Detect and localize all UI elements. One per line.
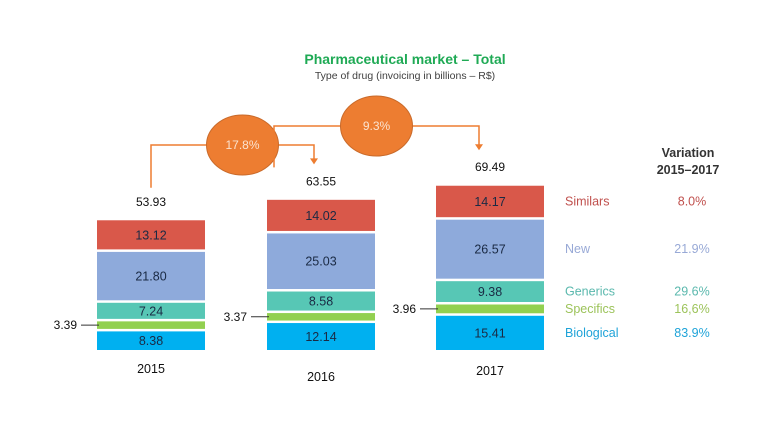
variation-value: 16,6% — [674, 302, 709, 316]
data-label: 3.37 — [224, 310, 248, 324]
arrow-head — [310, 158, 318, 165]
variation-value: 83.9% — [674, 326, 709, 340]
bar-segment-similars — [267, 199, 375, 231]
variation-value: 29.6% — [674, 285, 709, 299]
growth-label: 17.8% — [225, 138, 259, 152]
category-label: 2016 — [307, 370, 335, 384]
data-label: 3.96 — [393, 302, 417, 316]
total-label: 53.93 — [136, 195, 166, 209]
category-label: 2017 — [476, 364, 504, 378]
data-label: 3.39 — [54, 318, 78, 332]
bar-segment-biological — [267, 323, 375, 350]
bar-segment-generics — [436, 281, 544, 302]
bar-segment-generics — [267, 291, 375, 311]
data-label: 8.58 — [309, 295, 333, 309]
variation-value: 8.0% — [678, 194, 707, 208]
bar-segment-similars — [97, 220, 205, 250]
data-label: 8.38 — [139, 334, 163, 348]
legend-item-generics: Generics — [565, 285, 615, 299]
total-label: 63.55 — [306, 174, 336, 188]
bar-segment-similars — [436, 185, 544, 218]
bar-segment-specifics — [436, 304, 544, 314]
variation-header-line1: Variation — [662, 146, 715, 160]
data-label: 15.41 — [474, 326, 505, 340]
legend-item-specifics: Specifics — [565, 302, 615, 316]
data-label: 7.24 — [139, 304, 163, 318]
bar-segment-generics — [97, 302, 205, 319]
data-label: 14.02 — [305, 209, 336, 223]
growth-bubble — [340, 95, 413, 157]
legend-item-new: New — [565, 242, 591, 256]
data-label: 21.80 — [135, 270, 166, 284]
bar-segment-new — [267, 233, 375, 290]
bar-segment-new — [436, 219, 544, 279]
variation-header-line2: 2015–2017 — [657, 163, 720, 177]
data-label: 9.38 — [478, 285, 502, 299]
bar-segment-new — [97, 251, 205, 301]
total-label: 69.49 — [475, 160, 505, 174]
data-label: 14.17 — [474, 195, 505, 209]
arrow-head — [475, 144, 483, 151]
legend-item-biological: Biological — [565, 326, 619, 340]
legend-item-similars: Similars — [565, 194, 609, 208]
data-label: 13.12 — [135, 228, 166, 242]
chart-title: Pharmaceutical market – Total — [304, 51, 505, 67]
category-label: 2015 — [137, 362, 165, 376]
data-label: 12.14 — [305, 330, 336, 344]
growth-label: 9.3% — [363, 119, 391, 133]
bar-segment-biological — [97, 331, 205, 350]
growth-bubble — [206, 114, 279, 176]
variation-value: 21.9% — [674, 242, 709, 256]
bar-segment-biological — [436, 315, 544, 350]
data-label: 25.03 — [305, 255, 336, 269]
data-label: 26.57 — [474, 243, 505, 257]
bar-segment-specifics — [97, 321, 205, 329]
chart-subtitle: Type of drug (invoicing in billions – R$… — [315, 70, 495, 82]
bar-segment-specifics — [267, 313, 375, 321]
